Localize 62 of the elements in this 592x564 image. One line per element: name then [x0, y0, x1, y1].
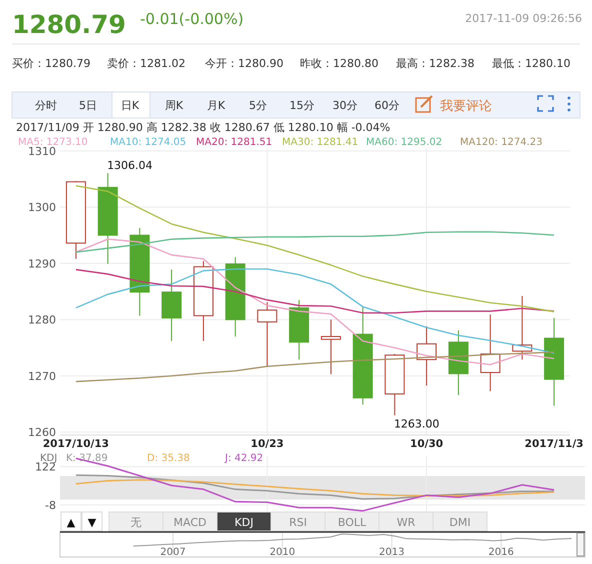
text: 60分	[374, 99, 400, 112]
text: 日K	[120, 99, 140, 112]
text: 月K	[206, 99, 226, 112]
text: 30分	[332, 99, 358, 112]
x-tick-label: 10/23	[250, 438, 284, 450]
x-tick-label: 2013	[379, 547, 404, 558]
text: DMI	[449, 516, 471, 529]
text: 最低：1280.10	[492, 57, 570, 70]
x-tick-label: 2017/11/3	[524, 438, 584, 450]
line-series	[75, 231, 555, 253]
text: 分时	[35, 99, 57, 112]
text: 今开：1280.90	[205, 57, 284, 70]
text: 买价：1280.79	[12, 57, 90, 70]
series-label: D: 35.38	[147, 453, 190, 464]
text: 昨收：1280.80	[300, 57, 378, 70]
line-series	[75, 474, 555, 500]
text: BOLL	[338, 516, 367, 529]
x-tick-label: 2010	[270, 547, 296, 558]
y-tick-label: 1290	[28, 257, 56, 270]
line-series	[75, 268, 555, 354]
text: 周K	[164, 99, 184, 112]
text: KDJ	[234, 516, 254, 529]
text: 5日	[79, 99, 97, 112]
y-tick-label: 1300	[28, 201, 56, 214]
text: 最高：1282.38	[396, 57, 474, 70]
line-series	[75, 185, 555, 312]
text: MACD	[174, 516, 206, 529]
text: MA10: 1274.05	[110, 137, 186, 148]
y-tick-label: -8	[45, 498, 56, 512]
chart-title: 1280.79	[12, 10, 126, 39]
annotation: 1263.00	[394, 417, 440, 430]
chart-subtitle: 2017/11/09 开 1280.90 高 1282.38 收 1280.67 低 1280.10 幅 -0.04%	[16, 121, 390, 134]
text: J: 42.92	[224, 453, 264, 464]
text: 5分	[249, 99, 267, 112]
y-tick-label: 1280	[28, 314, 56, 327]
y-tick-label: 1270	[28, 370, 56, 383]
annotation: 1306.04	[107, 159, 153, 172]
text: -0.01(-0.00%)	[140, 10, 244, 28]
text: 15分	[290, 99, 314, 112]
chart-title: KDJ	[40, 453, 58, 464]
text: WR	[396, 516, 416, 529]
x-tick-label: 10/30	[410, 438, 444, 450]
text: 我要评论	[440, 99, 492, 114]
x-tick-label: 2007	[160, 547, 186, 558]
y-tick-label: 1260	[28, 426, 56, 440]
text: MA20: 1281.51	[196, 137, 272, 148]
text: 卖价：1281.02	[107, 57, 186, 70]
text: 2017-11-09 09:26:56	[465, 12, 582, 25]
x-tick-label: 2016	[488, 547, 514, 558]
text: MA30: 1281.41	[282, 137, 358, 148]
line-series	[75, 268, 555, 314]
candlestick	[320, 319, 341, 375]
text: ▲	[66, 516, 76, 529]
x-tick-label: 2017/10/13	[42, 438, 109, 450]
series-label: K: 37.89	[66, 453, 108, 464]
candlestick	[257, 302, 278, 367]
line-series	[75, 479, 555, 497]
text: MA120: 1274.23	[460, 137, 542, 148]
text: ▼	[88, 516, 97, 529]
text: 无	[130, 516, 142, 529]
text: MA60: 1295.02	[366, 137, 442, 148]
text: RSI	[289, 516, 307, 529]
